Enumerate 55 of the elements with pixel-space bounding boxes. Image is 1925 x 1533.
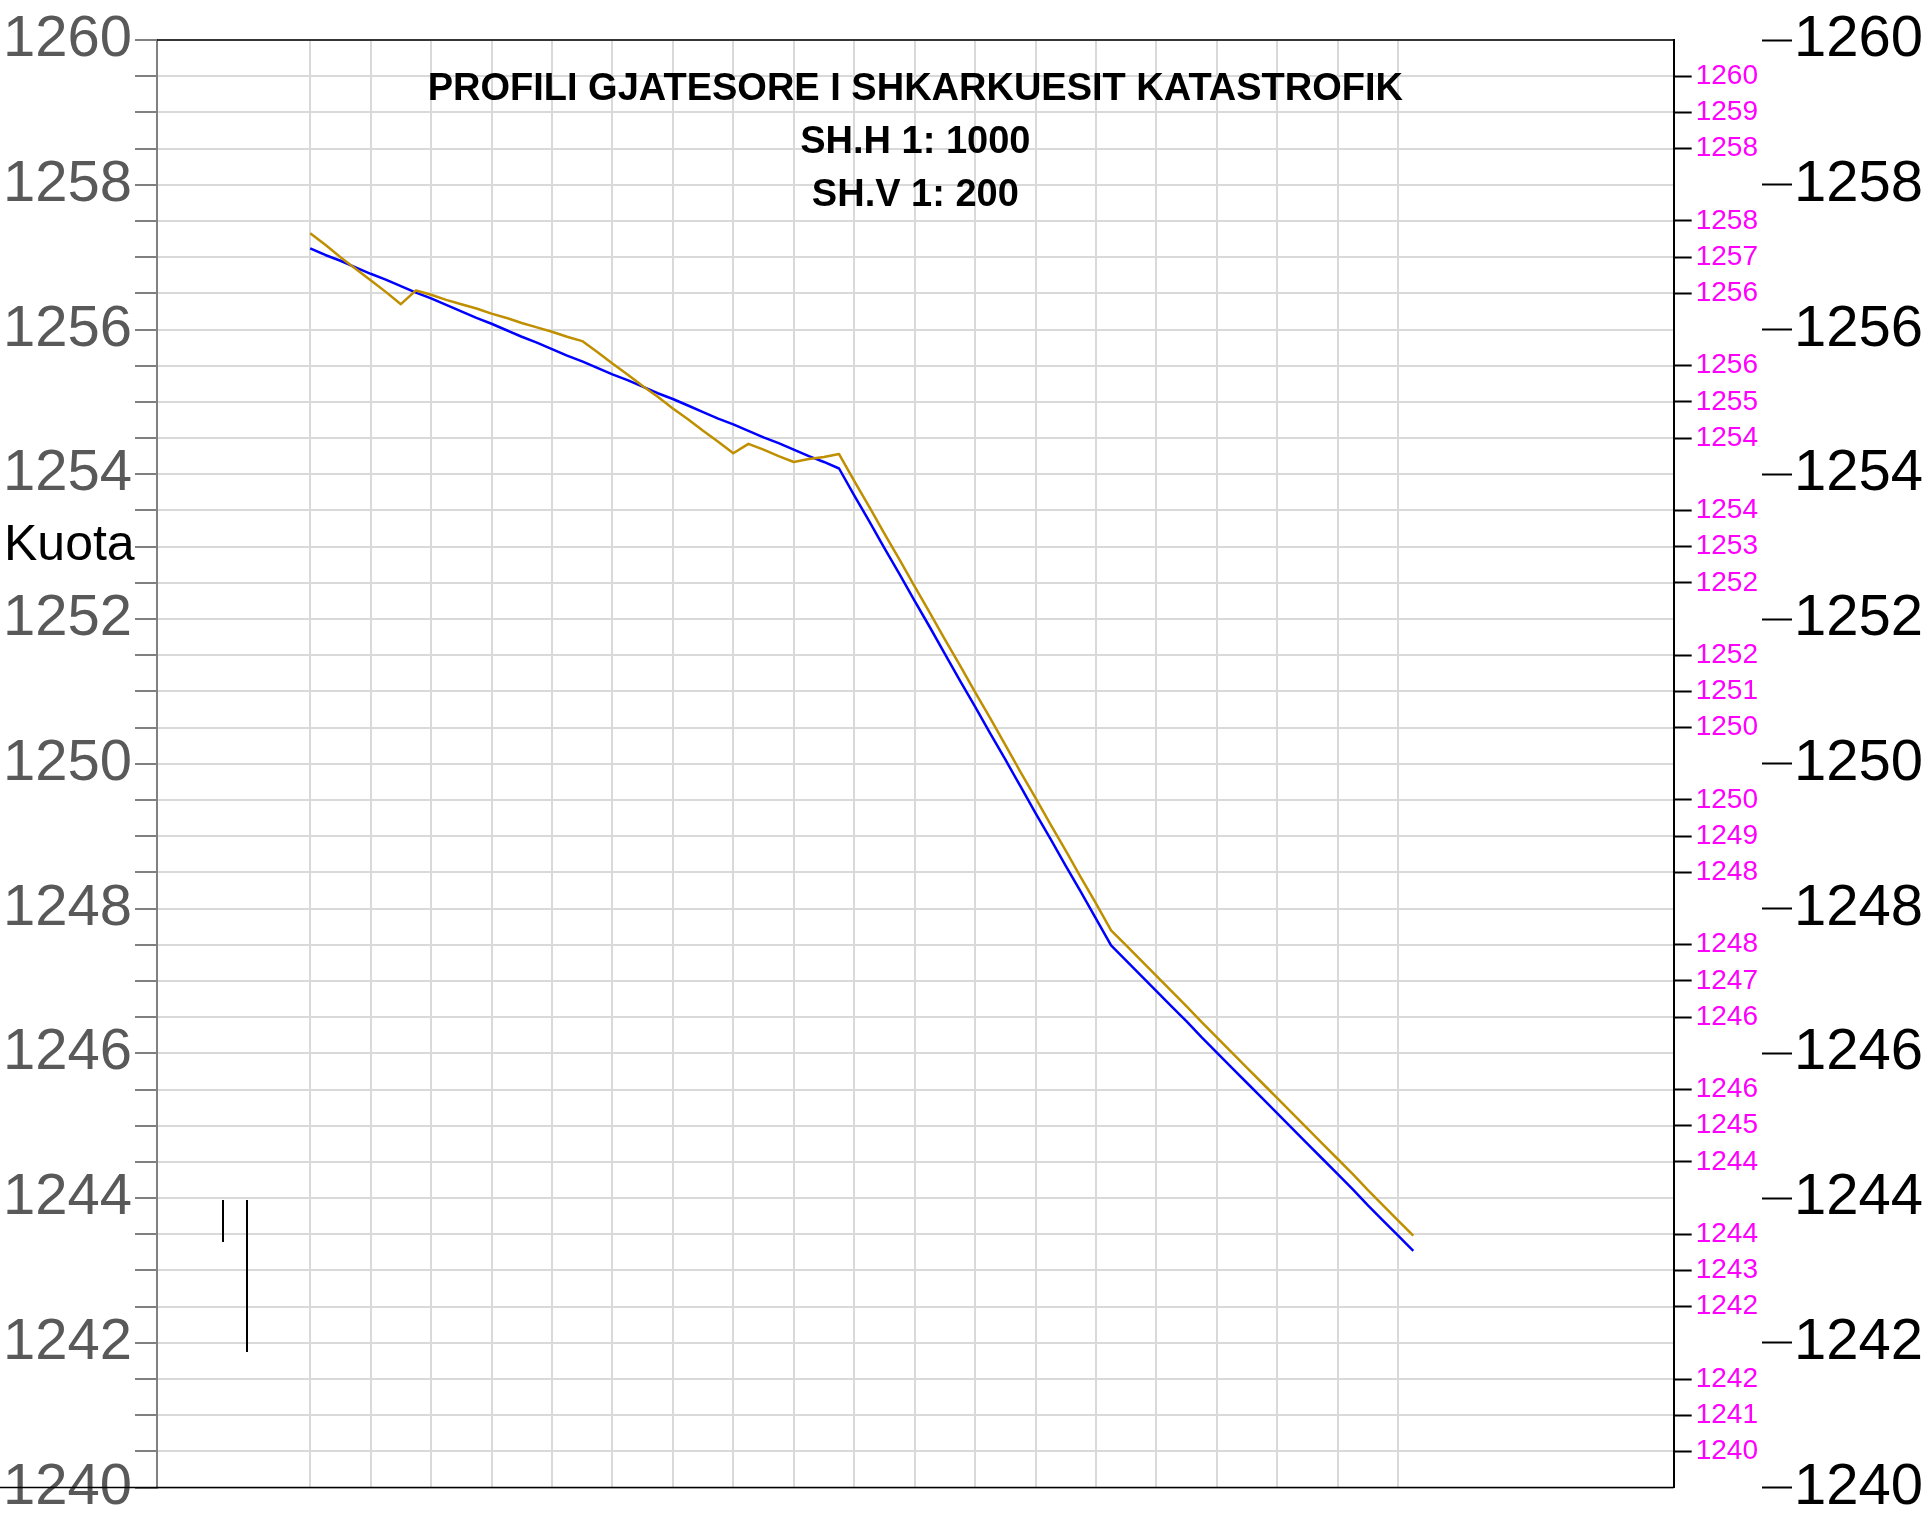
y2-tick-label: 1246 bbox=[1695, 999, 1758, 1031]
y2-tick-label: 1248 bbox=[1695, 927, 1758, 959]
y-tick-label: 1250 bbox=[3, 726, 133, 792]
y3-tick-label: 1258 bbox=[1793, 147, 1923, 213]
y2-tick-label: 1257 bbox=[1695, 239, 1758, 271]
y2-tick-label: 1255 bbox=[1695, 384, 1758, 416]
y-tick-label: 1254 bbox=[3, 437, 133, 503]
annotation: SH.V 1: 200 bbox=[811, 172, 1019, 214]
y2-tick-label: 1254 bbox=[1695, 420, 1758, 452]
y-tick-label: 1256 bbox=[3, 292, 133, 358]
y2-tick-label: 1244 bbox=[1695, 1216, 1758, 1248]
y-tick-label: 1242 bbox=[3, 1305, 133, 1371]
y2-tick-label: 1242 bbox=[1695, 1289, 1758, 1321]
y2-tick-label: 1251 bbox=[1695, 674, 1758, 706]
y2-tick-label: 1250 bbox=[1695, 710, 1758, 742]
y2-tick-label: 1258 bbox=[1695, 203, 1758, 235]
y3-tick-label: 1252 bbox=[1793, 582, 1923, 648]
y-tick-label: 1246 bbox=[3, 1016, 133, 1082]
y2-tick-label: 1240 bbox=[1695, 1434, 1758, 1466]
text: SH.H 1: 1000 bbox=[800, 119, 1031, 161]
y3-tick-label: 1246 bbox=[1793, 1016, 1923, 1082]
y2-tick-label: 1258 bbox=[1695, 131, 1758, 163]
y2-tick-label: 1249 bbox=[1695, 818, 1758, 850]
y2-tick-label: 1256 bbox=[1695, 276, 1758, 308]
y3-tick-label: 1250 bbox=[1793, 726, 1923, 792]
y3-tick-label: 1240 bbox=[1793, 1450, 1923, 1516]
y2-tick-label: 1256 bbox=[1695, 348, 1758, 380]
y2-tick-label: 1252 bbox=[1695, 637, 1758, 669]
y2-tick-label: 1248 bbox=[1695, 855, 1758, 887]
y2-tick-label: 1243 bbox=[1695, 1253, 1758, 1285]
y3-tick-label: 1248 bbox=[1793, 871, 1923, 937]
y2-tick-label: 1259 bbox=[1695, 95, 1758, 127]
y2-tick-label: 1253 bbox=[1695, 529, 1758, 561]
y2-tick-label: 1245 bbox=[1695, 1108, 1758, 1140]
y-tick-label: 1258 bbox=[3, 147, 133, 213]
text: PROFILI GJATESORE I SHKARKUESIT KATASTROFIK bbox=[427, 66, 1404, 108]
y2-tick-label: 1247 bbox=[1695, 963, 1758, 995]
y2-tick-label: 1241 bbox=[1695, 1397, 1758, 1429]
y3-tick-label: 1242 bbox=[1793, 1305, 1923, 1371]
y-tick-label: 1260 bbox=[3, 3, 133, 68]
y-tick-label: 1248 bbox=[3, 871, 133, 937]
y3-tick-label: 1256 bbox=[1793, 292, 1923, 358]
y2-tick-label: 1242 bbox=[1695, 1361, 1758, 1393]
y3-tick-label: 1260 bbox=[1793, 3, 1923, 68]
y-axis-title: Kuota bbox=[4, 515, 135, 572]
y-tick-label: 1252 bbox=[3, 582, 133, 648]
y3-tick-label: 1244 bbox=[1793, 1161, 1923, 1227]
y2-tick-label: 1250 bbox=[1695, 782, 1758, 814]
y2-tick-label: 1252 bbox=[1695, 565, 1758, 597]
y2-tick-label: 1246 bbox=[1695, 1072, 1758, 1104]
y3-tick-label: 1254 bbox=[1793, 437, 1923, 503]
y-tick-label: 1244 bbox=[3, 1161, 133, 1227]
y2-tick-label: 1260 bbox=[1695, 58, 1758, 90]
y2-tick-label: 1244 bbox=[1695, 1144, 1758, 1176]
y2-tick-label: 1254 bbox=[1695, 493, 1758, 525]
